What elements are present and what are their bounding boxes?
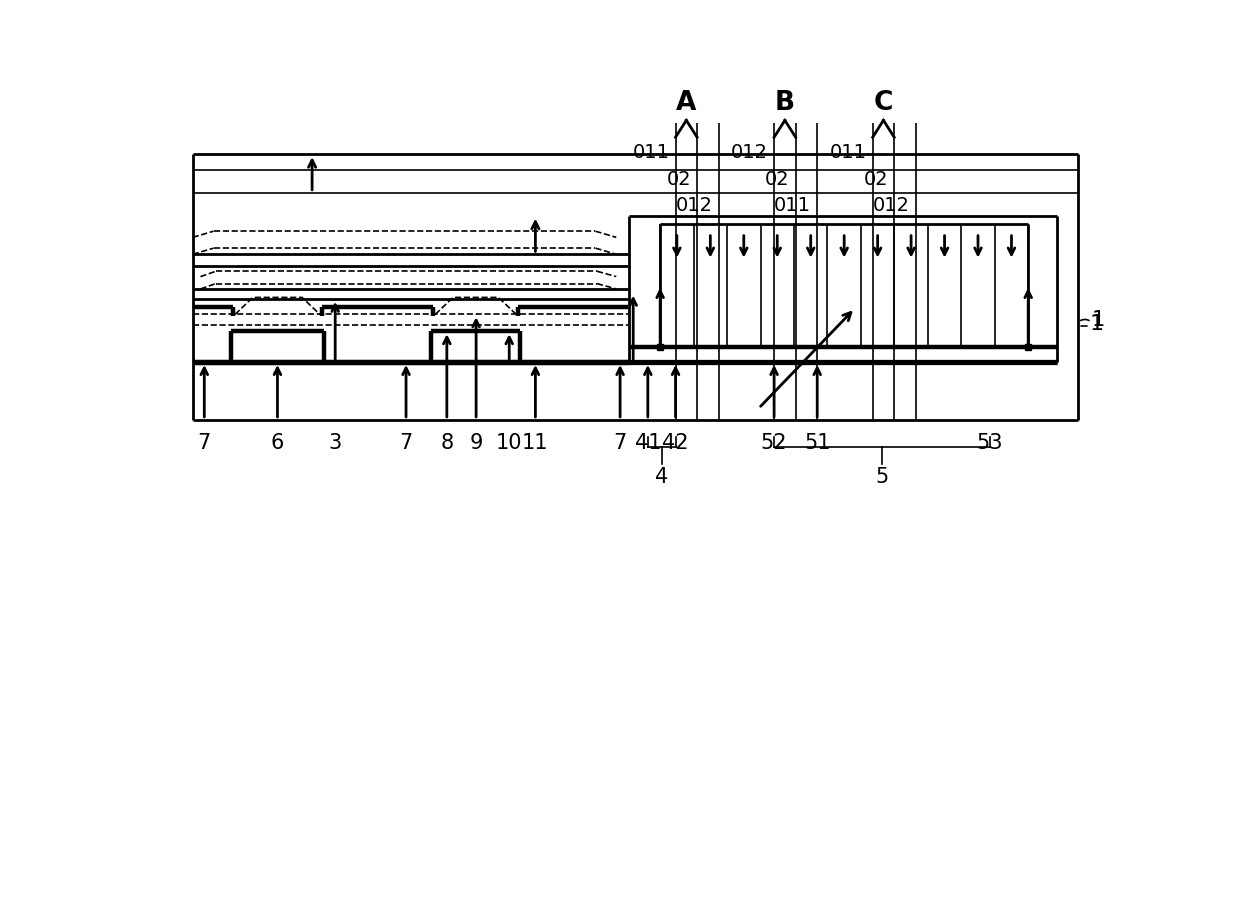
Text: 51: 51 [804, 433, 831, 453]
Text: B: B [775, 90, 795, 116]
Text: 011: 011 [830, 143, 867, 162]
Text: 41: 41 [635, 433, 661, 453]
Text: 02: 02 [666, 170, 691, 189]
Text: 012: 012 [873, 195, 910, 214]
Text: 6: 6 [270, 433, 284, 453]
Text: 011: 011 [632, 143, 670, 162]
Text: 3: 3 [329, 433, 342, 453]
Text: 012: 012 [730, 143, 768, 162]
Text: 5: 5 [875, 467, 889, 487]
Text: 02: 02 [765, 170, 790, 189]
Text: 52: 52 [761, 433, 787, 453]
Text: 11: 11 [522, 433, 548, 453]
Text: A: A [676, 90, 697, 116]
Text: 1: 1 [1090, 313, 1104, 334]
Text: 10: 10 [496, 433, 522, 453]
Text: 8: 8 [440, 433, 454, 453]
Text: 7: 7 [614, 433, 626, 453]
Text: 012: 012 [676, 195, 713, 214]
Text: C: C [874, 90, 893, 116]
Text: 7: 7 [399, 433, 413, 453]
Text: 9: 9 [470, 433, 482, 453]
Text: 02: 02 [863, 170, 888, 189]
Text: 7: 7 [197, 433, 211, 453]
Text: 42: 42 [662, 433, 688, 453]
Text: 53: 53 [976, 433, 1003, 453]
Text: 4: 4 [655, 467, 668, 487]
Text: 011: 011 [774, 195, 811, 214]
Text: 1: 1 [1091, 310, 1105, 329]
